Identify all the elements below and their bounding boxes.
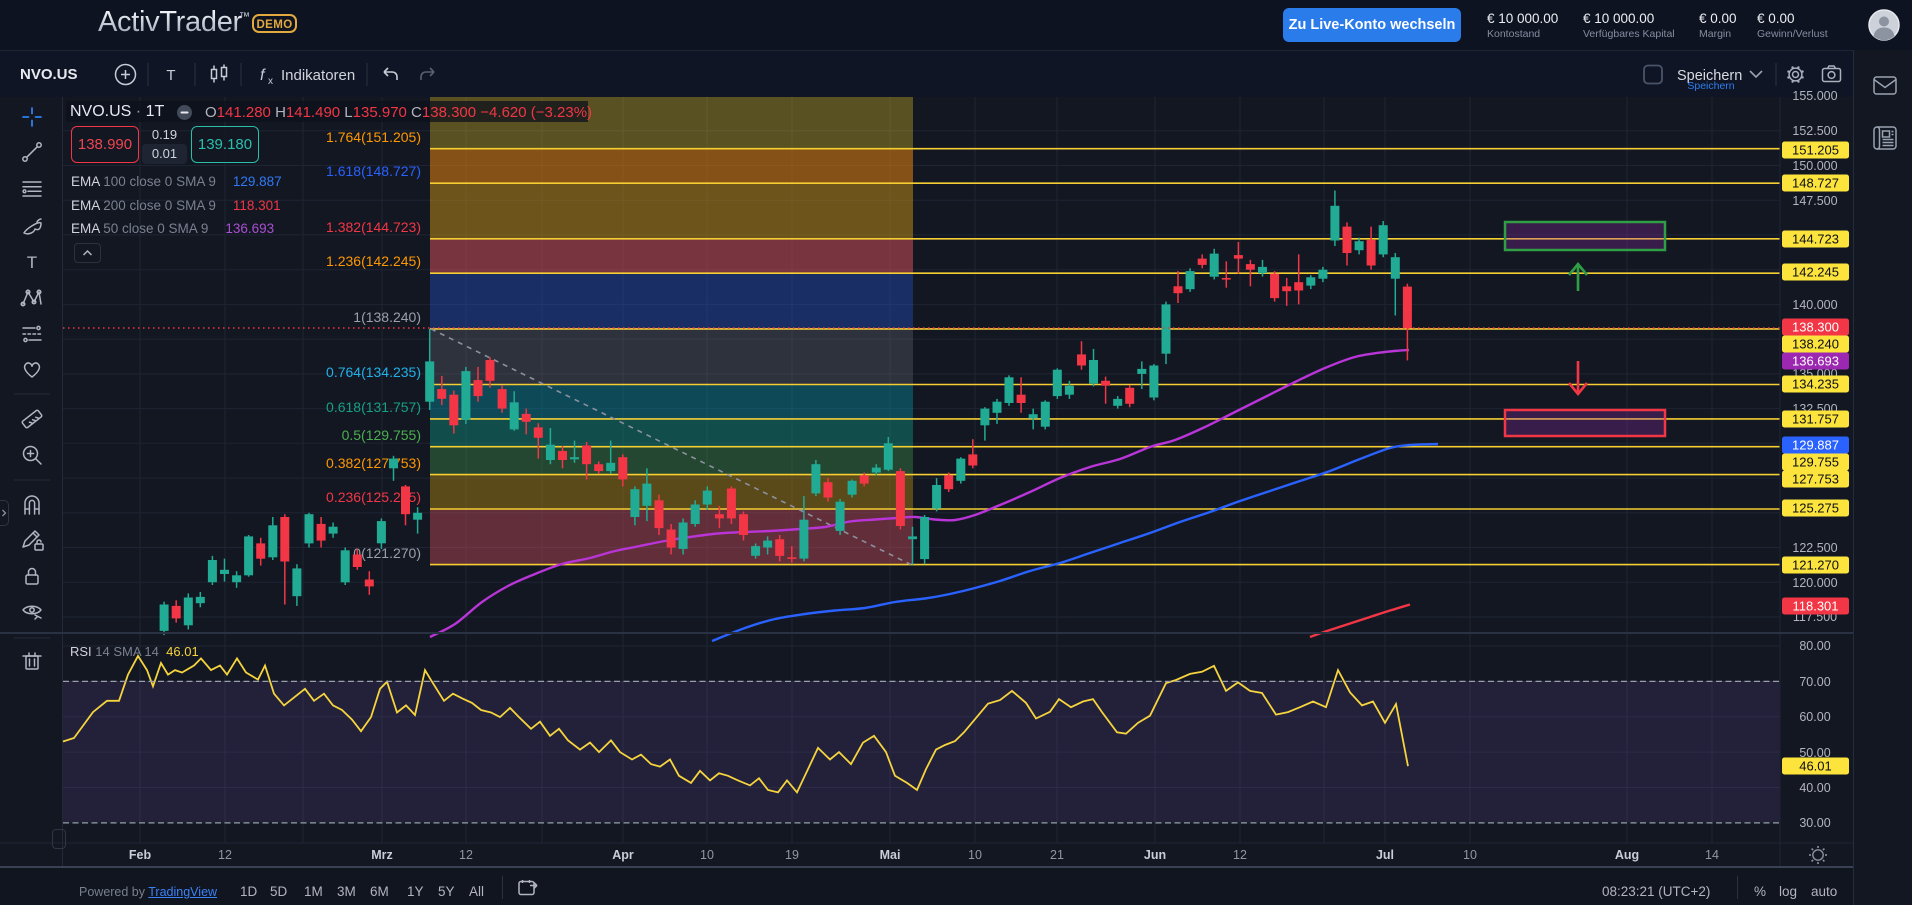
svg-text:144.723: 144.723 [1792, 232, 1839, 247]
svg-text:142.245: 142.245 [1792, 265, 1839, 280]
svg-text:152.500: 152.500 [1792, 124, 1837, 138]
svg-text:Jun: Jun [1144, 848, 1166, 862]
svg-text:f: f [260, 67, 266, 84]
svg-text:Indikatoren: Indikatoren [281, 67, 355, 84]
svg-text:1.382(144.723): 1.382(144.723) [326, 219, 421, 235]
svg-text:10: 10 [968, 848, 982, 862]
svg-text:1(138.240): 1(138.240) [353, 309, 421, 325]
svg-text:131.757: 131.757 [1792, 412, 1839, 427]
svg-text:122.500: 122.500 [1792, 541, 1837, 555]
svg-text:10: 10 [1463, 848, 1477, 862]
svg-text:Aug: Aug [1615, 848, 1639, 862]
svg-text:0.5(129.755): 0.5(129.755) [342, 427, 421, 443]
svg-text:0.382(127.753): 0.382(127.753) [326, 455, 421, 471]
svg-text:134.235: 134.235 [1792, 377, 1839, 392]
svg-text:148.727: 148.727 [1792, 176, 1839, 191]
svg-text:21: 21 [1050, 848, 1064, 862]
svg-text:10: 10 [700, 848, 714, 862]
svg-text:Speichern: Speichern [1687, 80, 1734, 92]
svg-text:Apr: Apr [612, 848, 634, 862]
svg-text:19: 19 [785, 848, 799, 862]
svg-text:46.01: 46.01 [1799, 759, 1832, 774]
svg-text:1.618(148.727): 1.618(148.727) [326, 163, 421, 179]
svg-text:50.00: 50.00 [1799, 746, 1830, 760]
svg-text:Jul: Jul [1376, 848, 1394, 862]
svg-text:151.205: 151.205 [1792, 143, 1839, 158]
svg-text:127.753: 127.753 [1792, 472, 1839, 487]
svg-text:140.000: 140.000 [1792, 298, 1837, 312]
svg-text:0(121.270): 0(121.270) [353, 545, 421, 561]
svg-text:147.500: 147.500 [1792, 194, 1837, 208]
svg-text:1.764(151.205): 1.764(151.205) [326, 129, 421, 145]
svg-text:Mrz: Mrz [371, 848, 393, 862]
svg-text:1.236(142.245): 1.236(142.245) [326, 253, 421, 269]
svg-text:40.00: 40.00 [1799, 781, 1830, 795]
svg-text:60.00: 60.00 [1799, 710, 1830, 724]
svg-text:0.764(134.235): 0.764(134.235) [326, 364, 421, 380]
svg-text:12: 12 [1233, 848, 1247, 862]
svg-text:120.000: 120.000 [1792, 576, 1837, 590]
svg-text:150.000: 150.000 [1792, 159, 1837, 173]
svg-text:14: 14 [1705, 848, 1719, 862]
svg-text:121.270: 121.270 [1792, 558, 1839, 573]
svg-text:70.00: 70.00 [1799, 675, 1830, 689]
svg-text:12: 12 [218, 848, 232, 862]
svg-text:0.236(125.275): 0.236(125.275) [326, 489, 421, 505]
svg-text:12: 12 [459, 848, 473, 862]
svg-text:0.618(131.757): 0.618(131.757) [326, 399, 421, 415]
svg-text:138.240: 138.240 [1792, 337, 1839, 352]
svg-text:136.693: 136.693 [1792, 354, 1839, 369]
svg-text:118.301: 118.301 [1792, 599, 1838, 614]
svg-text:x: x [268, 76, 273, 87]
svg-text:155.000: 155.000 [1792, 89, 1837, 103]
svg-text:Feb: Feb [129, 848, 152, 862]
svg-text:Speichern: Speichern [1677, 68, 1742, 84]
svg-text:138.300: 138.300 [1792, 320, 1839, 335]
svg-text:129.887: 129.887 [1792, 438, 1839, 453]
svg-text:129.755: 129.755 [1792, 455, 1839, 470]
svg-text:125.275: 125.275 [1792, 501, 1839, 516]
svg-text:T: T [166, 67, 175, 84]
svg-text:T: T [27, 253, 37, 272]
svg-text:30.00: 30.00 [1799, 816, 1830, 830]
svg-text:80.00: 80.00 [1799, 639, 1830, 653]
svg-text:Mai: Mai [880, 848, 901, 862]
